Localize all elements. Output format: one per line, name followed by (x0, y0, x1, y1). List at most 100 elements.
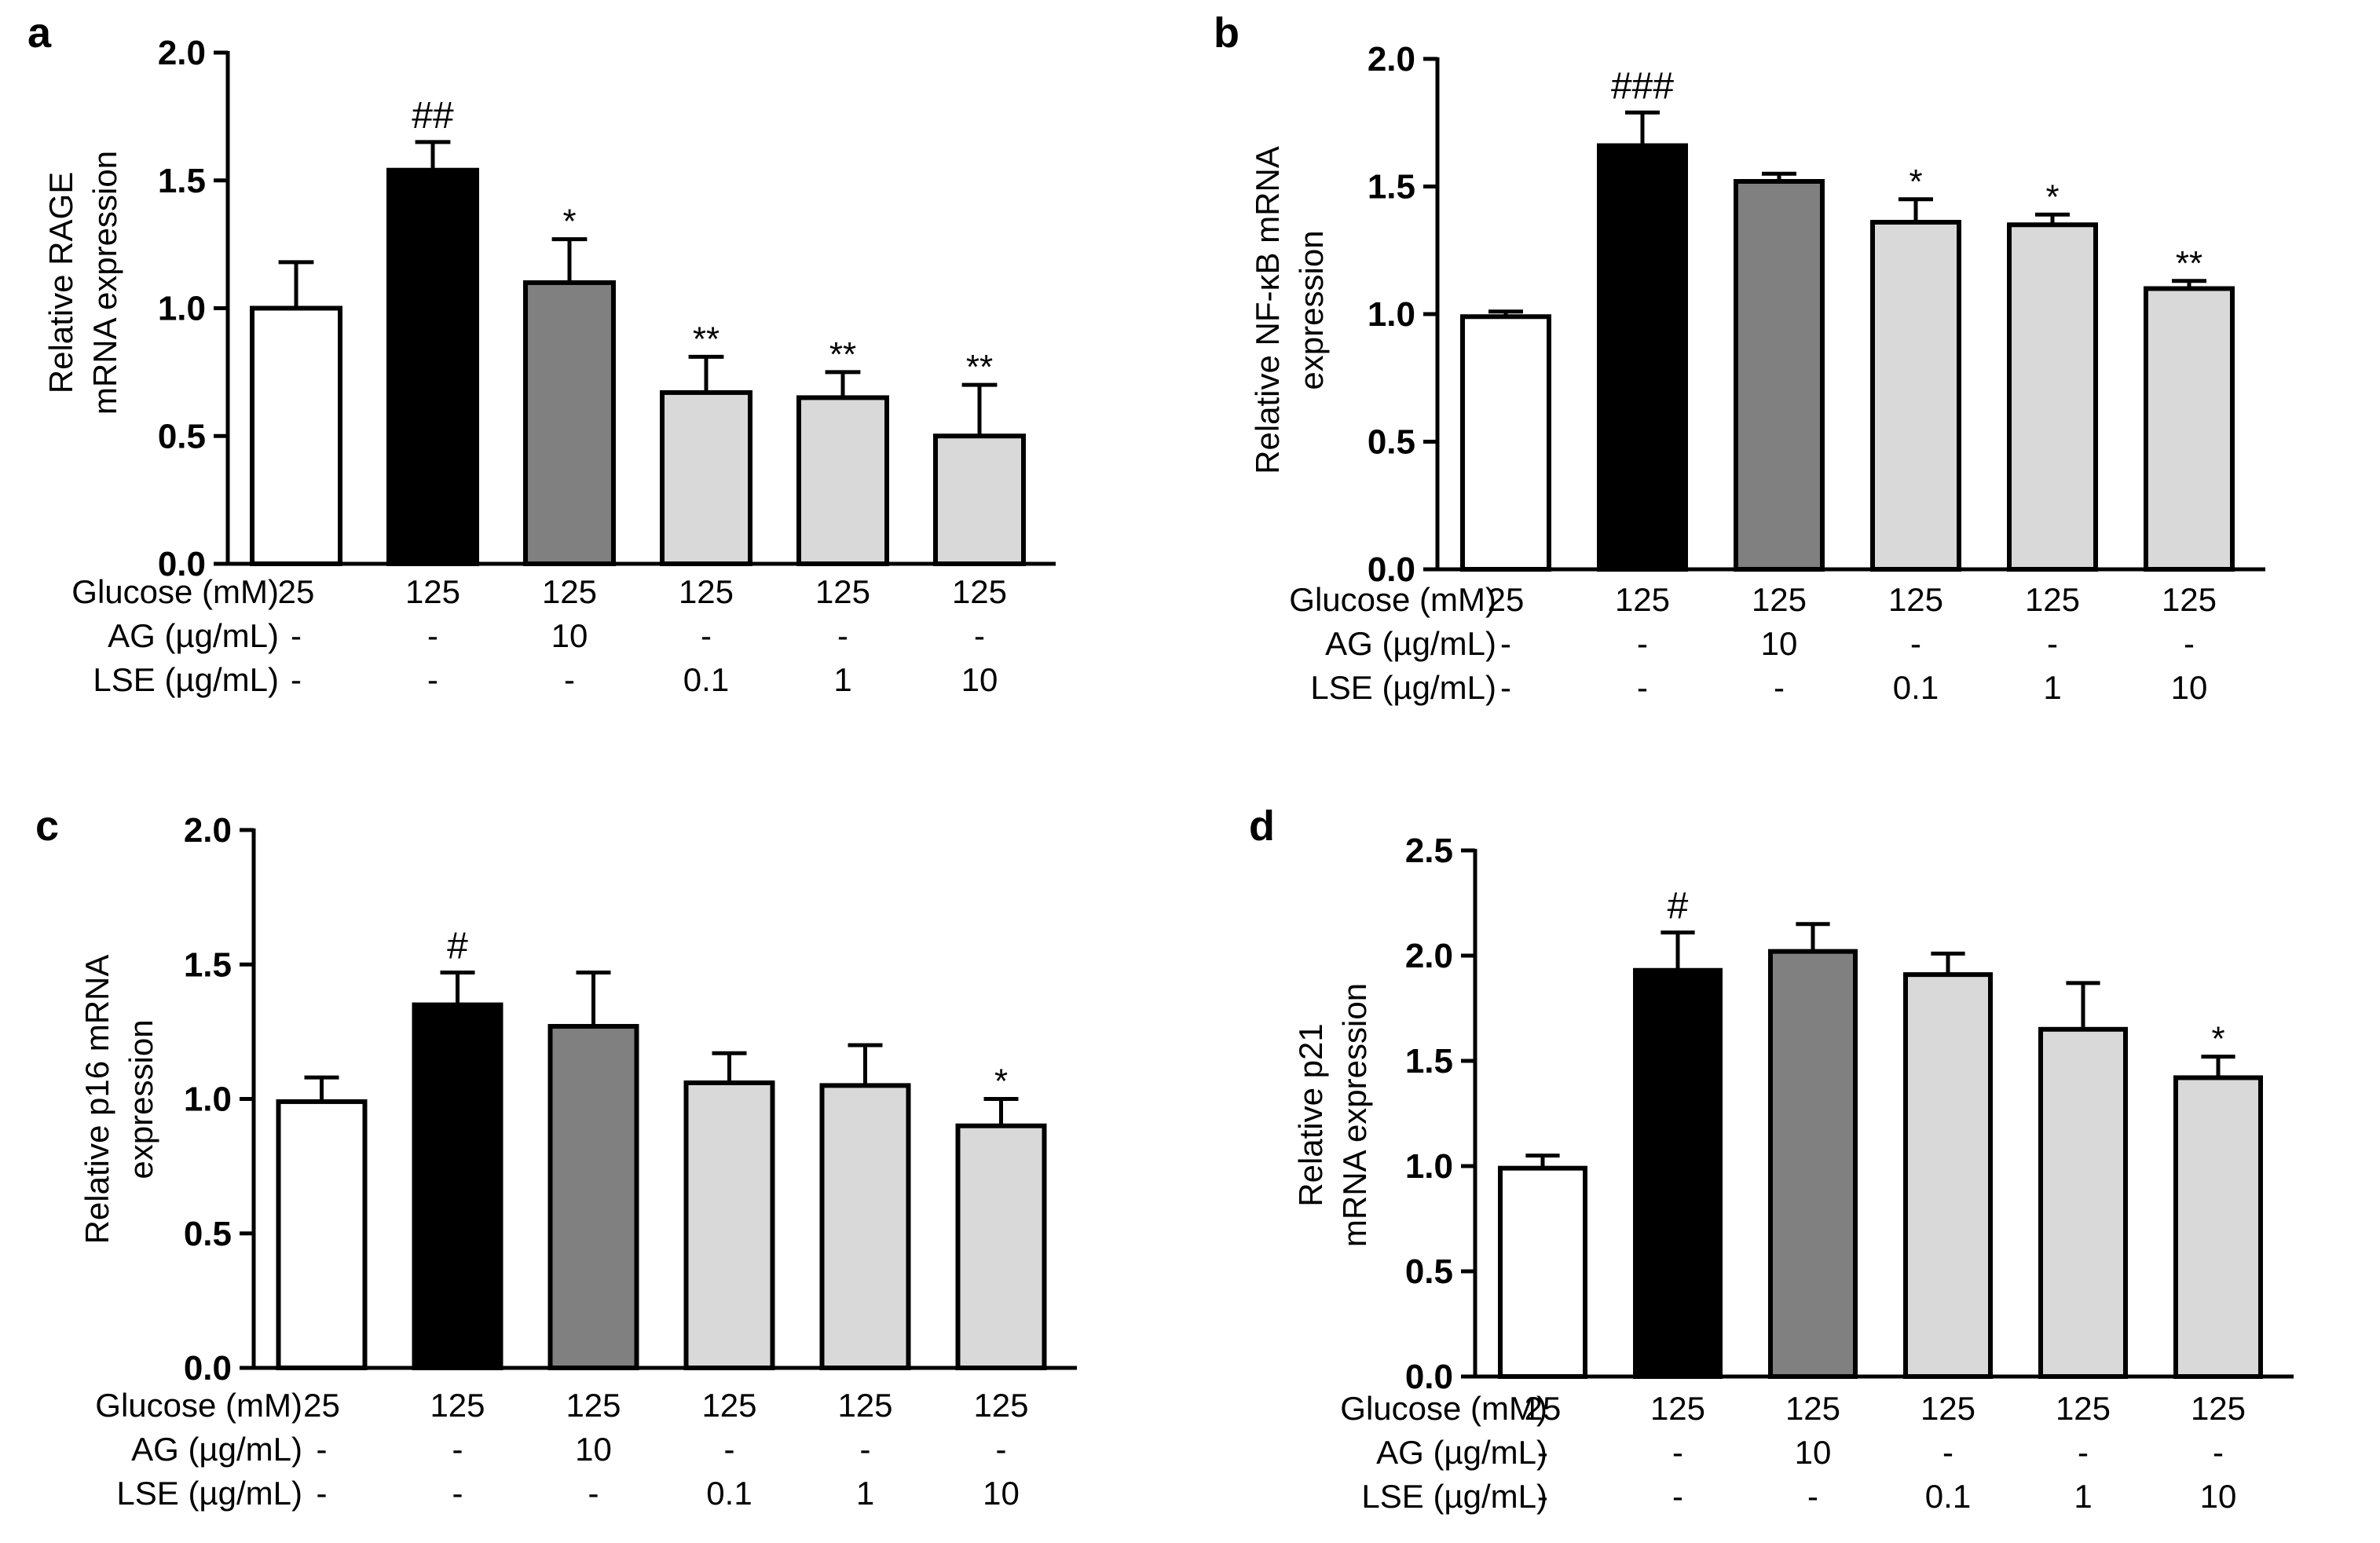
condition-value: 0.1 (683, 661, 729, 698)
condition-row-label: LSE (µg/mL) (1361, 1478, 1547, 1515)
condition-value: - (2184, 625, 2195, 662)
bar (386, 167, 479, 566)
chart-panel-a: a 0.0 0.5 1.0 1.5 2.0 Relative RAGE mRNA expres… (27, 9, 1056, 698)
condition-value: 125 (1615, 581, 1670, 618)
condition-value: - (701, 617, 712, 654)
condition-value: 125 (542, 573, 597, 610)
significance-mark: ** (966, 348, 993, 386)
bar (1870, 220, 1961, 572)
condition-value: - (1500, 625, 1511, 662)
bar (1460, 314, 1551, 572)
condition-value: - (974, 617, 985, 654)
y-tick-label: 1.0 (158, 290, 206, 328)
condition-row-label: AG (µg/mL) (1376, 1434, 1547, 1471)
condition-value: 125 (1650, 1390, 1705, 1427)
condition-value: 125 (2056, 1390, 2111, 1427)
condition-value: 125 (430, 1387, 485, 1424)
condition-value: 125 (1752, 581, 1807, 618)
condition-value: - (452, 1431, 463, 1468)
bar (276, 1099, 368, 1371)
y-axis-label: expression (1293, 230, 1330, 389)
condition-value: 10 (575, 1431, 612, 1468)
condition-value: - (317, 1475, 328, 1512)
condition-value: 125 (1920, 1390, 1975, 1427)
condition-value: 10 (2171, 669, 2208, 706)
bar (2144, 286, 2235, 572)
condition-value: 25 (303, 1387, 340, 1424)
condition-value: - (427, 617, 438, 654)
significance-mark: * (562, 203, 576, 241)
condition-value: 125 (952, 573, 1007, 610)
condition-value: - (1637, 669, 1648, 706)
significance-mark: ** (2176, 244, 2202, 283)
bar (819, 1083, 911, 1370)
condition-value: - (291, 617, 302, 654)
condition-value: - (452, 1475, 463, 1512)
condition-value: - (317, 1431, 328, 1468)
condition-value: - (2047, 625, 2058, 662)
bar (2007, 222, 2098, 572)
condition-value: 10 (1795, 1434, 1832, 1471)
condition-value: - (2213, 1434, 2224, 1471)
condition-value: - (1942, 1434, 1953, 1471)
condition-value: 1 (856, 1475, 874, 1512)
bar (2173, 1075, 2263, 1379)
condition-value: - (564, 661, 575, 698)
condition-row-label: AG (µg/mL) (131, 1431, 302, 1468)
panel-letter: d (1249, 803, 1275, 850)
condition-value: - (1910, 625, 1921, 662)
condition-row-label: Glucose (mM) (95, 1387, 302, 1424)
y-tick-label: 2.0 (158, 34, 206, 72)
y-tick-label: 2.5 (1405, 832, 1453, 870)
y-tick-label: 0.0 (1368, 550, 1415, 589)
condition-value: - (1637, 625, 1648, 662)
condition-value: 125 (405, 573, 460, 610)
condition-value: - (2078, 1434, 2089, 1471)
condition-row-label: AG (µg/mL) (108, 617, 279, 654)
y-axis-label: mRNA expression (1336, 983, 1373, 1247)
condition-row-label: LSE (µg/mL) (116, 1475, 302, 1512)
condition-value: - (1672, 1478, 1683, 1515)
condition-value: 125 (566, 1387, 621, 1424)
condition-value: 10 (961, 661, 998, 698)
y-tick-label: 0.0 (184, 1349, 232, 1388)
significance-mark: ## (412, 95, 454, 137)
condition-value: 125 (701, 1387, 756, 1424)
condition-value: - (1537, 1478, 1548, 1515)
y-tick-label: 2.0 (1405, 937, 1453, 975)
bar (683, 1080, 775, 1370)
bar (660, 389, 752, 567)
bar (250, 305, 342, 566)
y-tick-label: 2.0 (184, 811, 232, 850)
condition-row-label: LSE (µg/mL) (1310, 669, 1496, 706)
y-tick-label: 0.5 (1405, 1252, 1453, 1291)
y-tick-label: 1.0 (184, 1080, 232, 1119)
condition-row-label: Glucose (mM) (1289, 581, 1496, 618)
condition-row-label: AG (µg/mL) (1325, 625, 1496, 662)
condition-value: 0.1 (706, 1475, 752, 1512)
condition-value: 10 (2200, 1478, 2237, 1515)
y-tick-label: 1.5 (184, 945, 232, 984)
y-axis-label: mRNA expression (86, 151, 123, 415)
bar (523, 280, 616, 566)
condition-value: 25 (278, 573, 315, 610)
condition-value: 0.1 (1893, 669, 1939, 706)
condition-value: 0.1 (1925, 1478, 1971, 1515)
condition-row-label: Glucose (mM) (71, 573, 279, 610)
bar (796, 395, 889, 566)
bar (955, 1123, 1047, 1370)
condition-value: 25 (1488, 581, 1525, 618)
condition-value: - (1500, 669, 1511, 706)
condition-value: 125 (1888, 581, 1943, 618)
chart-panel-b: b 0.0 0.5 1.0 1.5 2.0 Relative NF-κB mRNA expre… (1214, 9, 2265, 706)
y-axis-label: expression (123, 1019, 159, 1179)
condition-value: 1 (833, 661, 851, 698)
chart-panel-c: c 0.0 0.5 1.0 1.5 2.0 Relative p16 mRNA express… (35, 803, 1077, 1512)
condition-row-label: Glucose (mM) (1340, 1390, 1547, 1427)
bar (412, 1002, 503, 1370)
y-tick-label: 0.0 (158, 545, 206, 583)
significance-mark: * (2211, 1020, 2224, 1059)
condition-value: - (427, 661, 438, 698)
condition-value: - (1672, 1434, 1683, 1471)
